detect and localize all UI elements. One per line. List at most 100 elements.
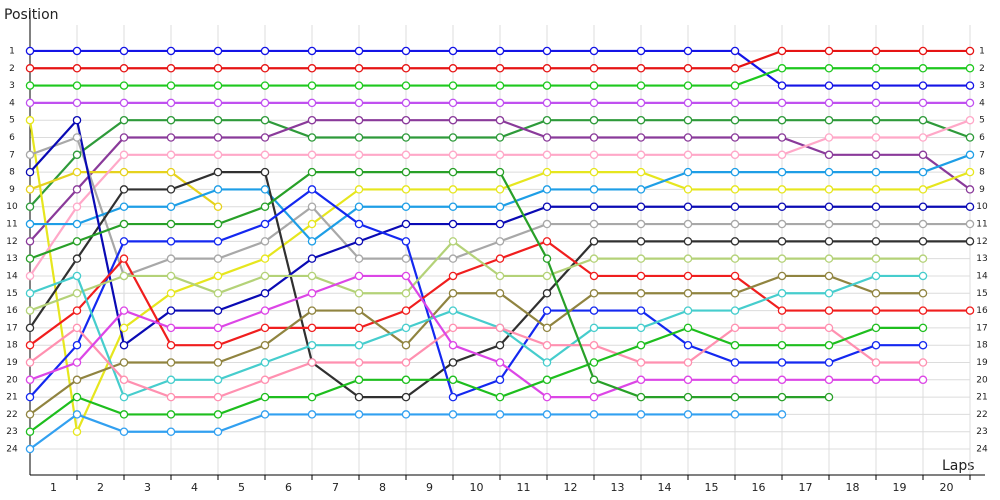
position-marker — [260, 271, 270, 281]
position-marker — [119, 237, 129, 246]
position-marker — [636, 219, 646, 229]
y-tick-label: 21 — [976, 393, 987, 403]
position-marker — [918, 115, 928, 125]
position-marker — [918, 133, 928, 142]
position-marker — [72, 46, 82, 56]
position-marker — [777, 410, 787, 419]
x-tick-label: 10 — [470, 481, 484, 494]
position-marker — [119, 323, 129, 333]
position-marker — [636, 46, 646, 56]
position-marker — [636, 323, 646, 333]
position-marker — [589, 254, 599, 263]
position-marker — [72, 410, 82, 419]
position-marker — [354, 46, 364, 56]
y-tick-label: 16 — [976, 306, 988, 316]
position-marker — [683, 64, 693, 73]
position-marker — [495, 271, 505, 281]
position-marker — [777, 358, 787, 367]
position-marker — [683, 237, 693, 246]
position-marker — [589, 46, 599, 56]
position-marker — [871, 306, 881, 315]
position-marker — [25, 237, 35, 246]
position-marker — [730, 115, 740, 125]
position-marker — [965, 115, 975, 125]
position-marker — [213, 271, 223, 281]
position-marker — [918, 150, 928, 160]
position-marker — [589, 375, 599, 385]
position-marker — [965, 64, 975, 73]
position-marker — [119, 150, 129, 160]
position-marker — [824, 254, 834, 263]
position-marker — [871, 46, 881, 56]
position-marker — [260, 81, 270, 90]
position-marker — [824, 289, 834, 298]
position-marker — [730, 306, 740, 315]
series-line — [29, 239, 923, 312]
y-tick-label: 21 — [6, 393, 17, 403]
position-marker — [589, 306, 599, 315]
position-marker — [72, 427, 82, 436]
position-marker — [542, 98, 552, 108]
position-marker — [166, 323, 176, 333]
position-marker — [871, 271, 881, 281]
position-marker — [25, 444, 35, 454]
position-marker — [918, 375, 928, 385]
position-marker — [777, 133, 787, 142]
position-marker — [448, 202, 458, 211]
position-marker — [918, 202, 928, 211]
position-marker — [354, 115, 364, 125]
position-marker — [495, 98, 505, 108]
position-marker — [777, 202, 787, 211]
position-marker — [542, 271, 552, 281]
y-tick-label: 6 — [979, 133, 985, 143]
x-tick-label: 19 — [893, 481, 907, 494]
position-marker — [166, 115, 176, 125]
position-marker — [448, 358, 458, 367]
position-marker — [871, 185, 881, 194]
y-tick-label: 19 — [6, 358, 18, 368]
position-marker — [401, 340, 411, 350]
position-marker — [542, 64, 552, 73]
position-marker — [871, 150, 881, 160]
series-line — [29, 326, 923, 399]
position-marker — [542, 237, 552, 246]
position-marker — [683, 392, 693, 402]
x-tick-label: 1 — [50, 481, 57, 494]
position-marker — [260, 410, 270, 419]
position-marker — [824, 237, 834, 246]
position-marker — [495, 133, 505, 142]
y-tick-label: 13 — [6, 254, 17, 264]
position-marker — [307, 237, 317, 246]
position-marker — [213, 237, 223, 246]
position-marker — [166, 392, 176, 402]
position-marker — [683, 167, 693, 177]
position-marker — [824, 358, 834, 367]
y-tick-label: 1 — [9, 46, 15, 56]
position-marker — [683, 98, 693, 108]
y-tick-label: 24 — [976, 445, 988, 455]
position-marker — [918, 271, 928, 281]
position-marker — [448, 392, 458, 402]
position-marker — [542, 46, 552, 56]
position-marker — [307, 81, 317, 90]
position-marker — [307, 202, 317, 211]
position-marker — [824, 150, 834, 160]
position-marker — [119, 115, 129, 125]
position-marker — [636, 237, 646, 246]
position-marker — [589, 167, 599, 177]
position-marker — [542, 323, 552, 333]
y-tick-label: 12 — [976, 237, 987, 247]
position-marker — [542, 289, 552, 298]
position-marker — [730, 237, 740, 246]
position-marker — [871, 323, 881, 333]
x-tick-label: 14 — [658, 481, 672, 494]
position-marker — [166, 98, 176, 108]
y-tick-label: 6 — [9, 133, 15, 143]
position-marker — [542, 375, 552, 385]
position-marker — [260, 133, 270, 142]
position-marker — [307, 64, 317, 73]
x-tick-label: 6 — [285, 481, 292, 494]
position-marker — [965, 185, 975, 194]
position-marker — [119, 306, 129, 315]
position-marker — [871, 133, 881, 142]
